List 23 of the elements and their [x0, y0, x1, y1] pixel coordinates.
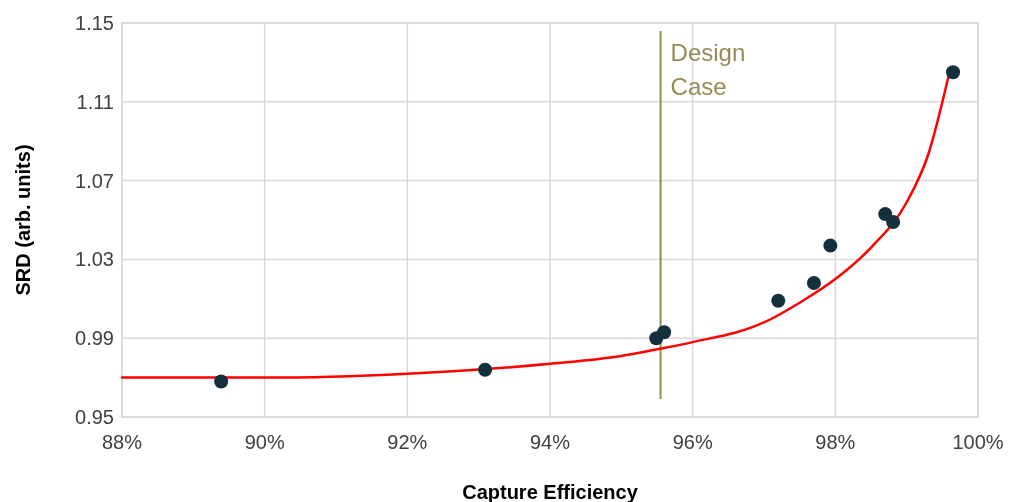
y-tick-label: 1.11 [76, 90, 114, 113]
point [214, 374, 229, 389]
y-tick-label: 0.95 [75, 406, 114, 428]
x-tick-label: 94% [529, 431, 571, 453]
y-tick-label: 0.99 [75, 327, 114, 350]
x-tick-label: 92% [387, 431, 428, 453]
point [946, 65, 961, 80]
y-tick-label: 1.07 [75, 169, 114, 192]
x-tick-label: 98% [815, 431, 856, 453]
y-tick-label: 1.03 [75, 248, 114, 271]
point [478, 362, 493, 377]
point [886, 214, 901, 229]
point [771, 293, 786, 308]
point [823, 238, 838, 253]
ref-line-label: Design Case [670, 39, 746, 100]
x-tick-label: 96% [672, 431, 713, 453]
point [806, 276, 821, 291]
y-axis-title: SRD (arb. units) [12, 144, 34, 296]
y-tick-label: 1.15 [75, 12, 114, 34]
x-tick-label: 88% [101, 431, 143, 453]
point [657, 325, 672, 340]
x-tick-label: 100% [952, 431, 1004, 453]
x-tick-label: 90% [244, 431, 285, 453]
